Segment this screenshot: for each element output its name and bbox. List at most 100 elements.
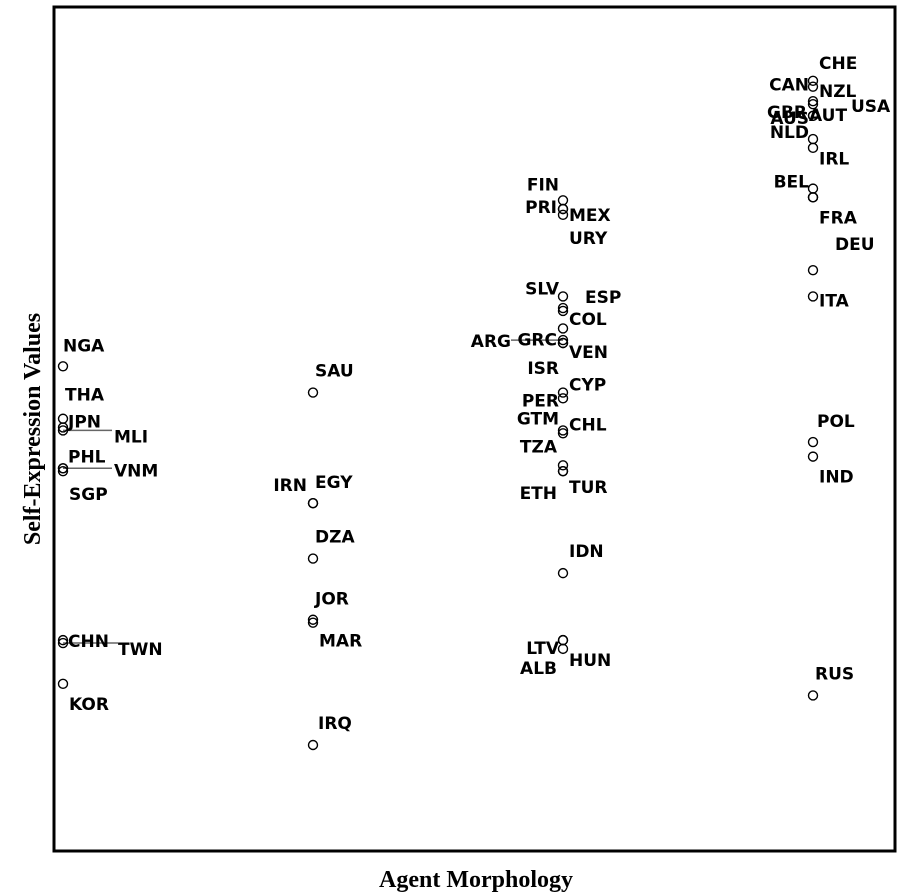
point-label-che: CHE: [819, 54, 857, 74]
point-label-bel: BEL: [774, 172, 810, 192]
point-kor: [57, 678, 69, 690]
point-ury: [557, 209, 569, 221]
point-label-egy: EGY: [315, 473, 353, 493]
point-chl: [557, 428, 569, 439]
point-label-jpn: JPN: [67, 412, 101, 432]
point-label-aus: AUS: [770, 109, 809, 129]
point-label-esp: ESP: [585, 288, 621, 308]
point-che: [807, 75, 819, 87]
point-label-dza: DZA: [315, 528, 355, 548]
point-nld: [807, 142, 819, 154]
point-pol: [807, 436, 819, 448]
point-twn: [57, 637, 69, 649]
point-label-nzl: NZL: [819, 82, 857, 102]
point-mli: [57, 425, 69, 436]
point-fin: [557, 195, 569, 206]
point-label-tza: TZA: [520, 437, 558, 457]
point-label-phl: PHL: [68, 447, 106, 467]
point-per: [557, 387, 569, 398]
point-usa: [807, 98, 819, 110]
point-label-arg: ARG: [471, 332, 511, 352]
point-arg: [557, 334, 569, 346]
y-axis-title: Self-Expression Values: [20, 313, 46, 545]
point-label-chl: CHL: [569, 415, 607, 435]
point-label-jor: JOR: [314, 590, 349, 610]
point-nzl: [807, 96, 819, 107]
point-hun: [557, 643, 569, 655]
point-label-pri: PRI: [525, 198, 557, 218]
point-label-tha: THA: [65, 386, 105, 406]
point-isr: [557, 337, 569, 349]
point-gtm: [557, 425, 569, 436]
point-ita: [807, 291, 819, 302]
point-label-nga: NGA: [63, 336, 105, 356]
point-label-sau: SAU: [315, 362, 354, 382]
point-label-cyp: CYP: [569, 375, 606, 395]
point-label-ltv: LTV: [526, 639, 560, 659]
point-sgp: [57, 465, 69, 477]
point-label-can: CAN: [769, 76, 809, 96]
point-label-slv: SLV: [525, 279, 560, 299]
point-aut: [807, 133, 819, 145]
point-nga: [57, 361, 69, 372]
plot-frame: [52, 5, 897, 853]
point-fra: [807, 192, 819, 203]
point-egy: [307, 498, 319, 509]
point-label-kor: KOR: [69, 695, 109, 715]
point-label-ita: ITA: [819, 291, 850, 311]
point-irl: [807, 183, 819, 194]
point-chn: [57, 634, 69, 646]
point-label-per: PER: [522, 392, 559, 412]
point-label-chn: CHN: [68, 632, 109, 652]
data-points: [57, 75, 819, 751]
point-label-alb: ALB: [520, 659, 557, 679]
point-col: [557, 305, 569, 317]
point-label-deu: DEU: [835, 235, 875, 255]
point-jor: [307, 614, 319, 625]
point-label-ind: IND: [819, 468, 854, 488]
point-grc: [557, 323, 569, 334]
point-label-irl: IRL: [819, 150, 849, 170]
point-label-gtm: GTM: [517, 409, 559, 429]
point-label-ven: VEN: [569, 343, 608, 363]
point-ind: [807, 451, 819, 462]
point-vnm: [57, 463, 69, 474]
point-label-aut: AUT: [809, 106, 847, 126]
point-eth: [557, 465, 569, 477]
point-label-isr: ISR: [527, 359, 559, 379]
point-jpn: [57, 422, 69, 433]
point-label-vnm: VNM: [114, 461, 158, 481]
point-esp: [557, 302, 569, 314]
point-label-rus: RUS: [815, 664, 854, 684]
point-rus: [807, 690, 819, 701]
point-tza: [557, 460, 569, 471]
point-label-mar: MAR: [319, 632, 362, 652]
point-label-irn: IRN: [273, 476, 307, 496]
point-label-eth: ETH: [520, 484, 557, 504]
point-label-ury: URY: [569, 229, 608, 249]
point-label-usa: USA: [851, 97, 891, 117]
point-label-sgp: SGP: [69, 485, 108, 505]
leader-lines: [63, 339, 563, 644]
point-tha: [57, 413, 69, 424]
point-dza: [307, 553, 319, 564]
point-label-mli: MLI: [114, 427, 148, 447]
point-label-irq: IRQ: [318, 714, 352, 734]
point-label-idn: IDN: [569, 542, 604, 562]
point-label-nld: NLD: [770, 123, 809, 143]
point-label-grc: GRC: [517, 330, 557, 350]
point-sau: [307, 387, 319, 398]
point-deu: [807, 264, 819, 276]
point-label-mex: MEX: [569, 206, 611, 226]
point-can: [807, 81, 819, 92]
point-aus: [807, 110, 819, 121]
point-cyp: [557, 393, 569, 404]
point-slv: [557, 291, 569, 302]
point-label-hun: HUN: [569, 651, 611, 671]
point-label-pol: POL: [817, 412, 855, 432]
point-ltv: [557, 634, 569, 646]
point-label-tur: TUR: [569, 478, 608, 498]
point-mar: [307, 617, 319, 628]
